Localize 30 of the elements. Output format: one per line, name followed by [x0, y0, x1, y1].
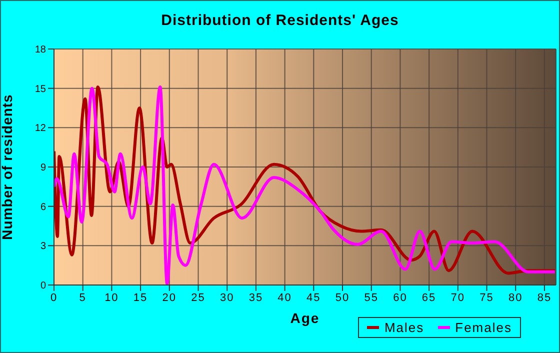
- y-tick-label: 0: [40, 280, 46, 292]
- x-tick-label: 85: [537, 292, 552, 304]
- x-tick-label: 30: [220, 292, 234, 304]
- x-tick-label: 45: [306, 292, 321, 304]
- x-tick-label: 20: [162, 292, 177, 304]
- x-tick-label: 55: [364, 292, 378, 304]
- y-tick-label: 3: [40, 241, 46, 252]
- y-tick-label: 15: [34, 84, 46, 95]
- chart-title: Distribution of Residents' Ages: [160, 12, 400, 29]
- y-axis-title: Number of residents: [0, 94, 15, 240]
- x-tick-label: 70: [450, 292, 466, 304]
- x-tick-label: 60: [393, 292, 408, 304]
- x-tick-label: 10: [104, 292, 119, 304]
- legend-label: Females: [455, 320, 512, 335]
- x-tick-label: 15: [133, 292, 148, 304]
- legend-label: Males: [384, 320, 424, 335]
- x-tick-label: 5: [79, 292, 86, 304]
- y-tick-label: 12: [34, 123, 46, 134]
- x-tick-label: 75: [480, 292, 494, 304]
- x-tick-label: 80: [508, 292, 523, 304]
- x-tick-label: 50: [335, 292, 350, 304]
- x-tick-label: 65: [422, 292, 436, 304]
- x-tick-label: 35: [248, 292, 264, 304]
- x-tick-label: 25: [191, 292, 206, 304]
- x-axis-title: Age: [290, 310, 320, 326]
- x-tick-label: 40: [278, 292, 292, 304]
- y-tick-label: 18: [34, 44, 46, 56]
- y-tick-label: 6: [40, 202, 46, 213]
- x-tick-label: 0: [50, 292, 58, 304]
- y-tick-label: 9: [40, 162, 46, 174]
